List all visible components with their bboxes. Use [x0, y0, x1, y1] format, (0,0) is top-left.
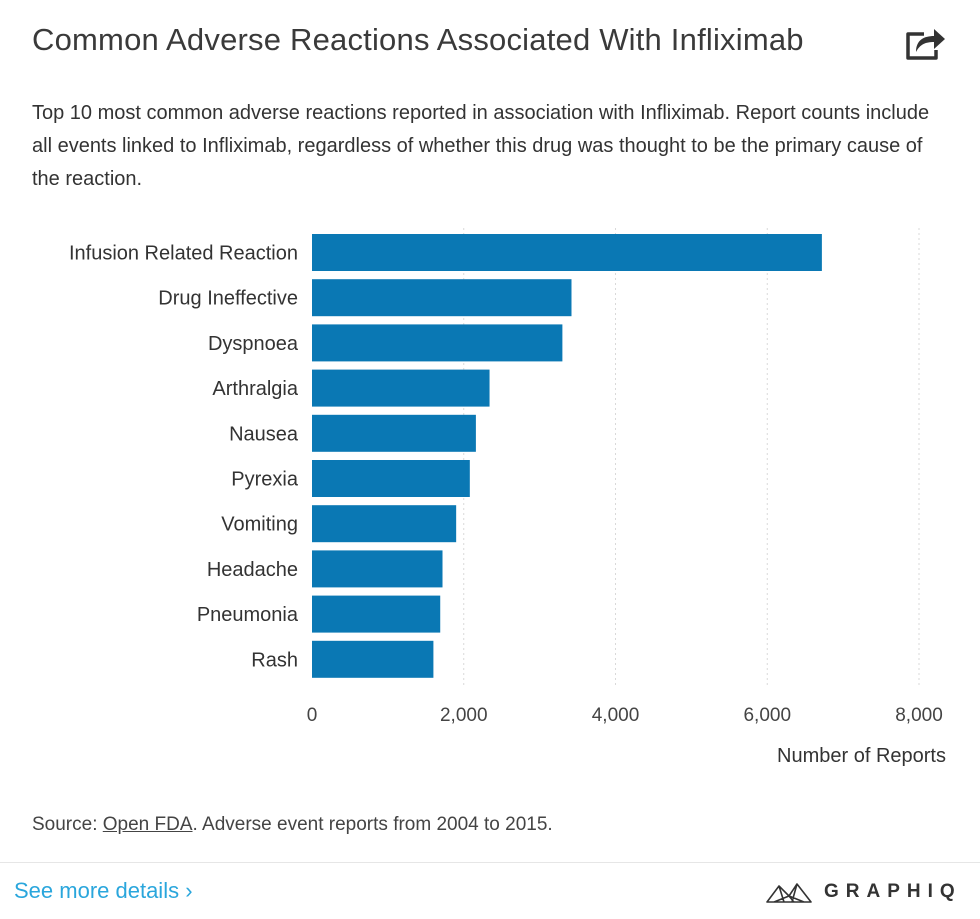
category-label: Vomiting — [221, 514, 298, 536]
x-tick-label: 6,000 — [743, 705, 791, 726]
category-label: Infusion Related Reaction — [69, 243, 298, 265]
x-tick-label: 0 — [307, 705, 318, 726]
graphiq-logo[interactable]: GRAPHIQ — [766, 877, 962, 907]
source-suffix: . Adverse event reports from 2004 to 201… — [192, 814, 553, 835]
graphiq-wordmark: GRAPHIQ — [824, 881, 962, 902]
bar-headache[interactable] — [312, 550, 443, 588]
bar-rash[interactable] — [312, 640, 434, 678]
bar-infusion-related-reaction[interactable] — [312, 234, 822, 271]
source-note: Source: Open FDA. Adverse event reports … — [32, 814, 553, 836]
share-button[interactable] — [902, 22, 948, 62]
category-label: Pneumonia — [197, 604, 299, 626]
see-more-details-link[interactable]: See more details › — [14, 878, 193, 903]
bar-vomiting[interactable] — [312, 505, 457, 543]
bar-arthralgia[interactable] — [312, 369, 490, 407]
share-icon — [906, 29, 945, 60]
bar-pneumonia[interactable] — [312, 595, 441, 633]
x-axis-label: Number of Reports — [777, 745, 946, 767]
category-label: Arthralgia — [212, 378, 298, 400]
category-label: Nausea — [229, 423, 299, 445]
bar-pyrexia[interactable] — [312, 460, 470, 497]
bar-nausea[interactable] — [312, 414, 476, 452]
chart-description: Top 10 most common adverse reactions rep… — [32, 102, 930, 190]
footer-divider — [0, 862, 980, 863]
x-tick-label: 8,000 — [895, 705, 943, 726]
category-label: Pyrexia — [231, 469, 299, 491]
category-label: Drug Ineffective — [158, 288, 298, 310]
open-fda-link[interactable]: Open FDA — [102, 814, 193, 835]
graphiq-mountain-icon — [766, 883, 812, 903]
chart-title: Common Adverse Reactions Associated With… — [32, 22, 804, 57]
bar-chart: Infusion Related Reaction Drug Ineffectiv… — [69, 228, 946, 767]
source-prefix: Source: — [32, 814, 103, 835]
category-label: Rash — [251, 649, 298, 671]
bar-drug-ineffective[interactable] — [312, 279, 572, 317]
category-label: Headache — [207, 559, 298, 581]
x-tick-label: 2,000 — [440, 705, 488, 726]
category-label: Dyspnoea — [208, 333, 299, 355]
x-tick-label: 4,000 — [592, 705, 640, 726]
bar-dyspnoea[interactable] — [312, 324, 563, 362]
